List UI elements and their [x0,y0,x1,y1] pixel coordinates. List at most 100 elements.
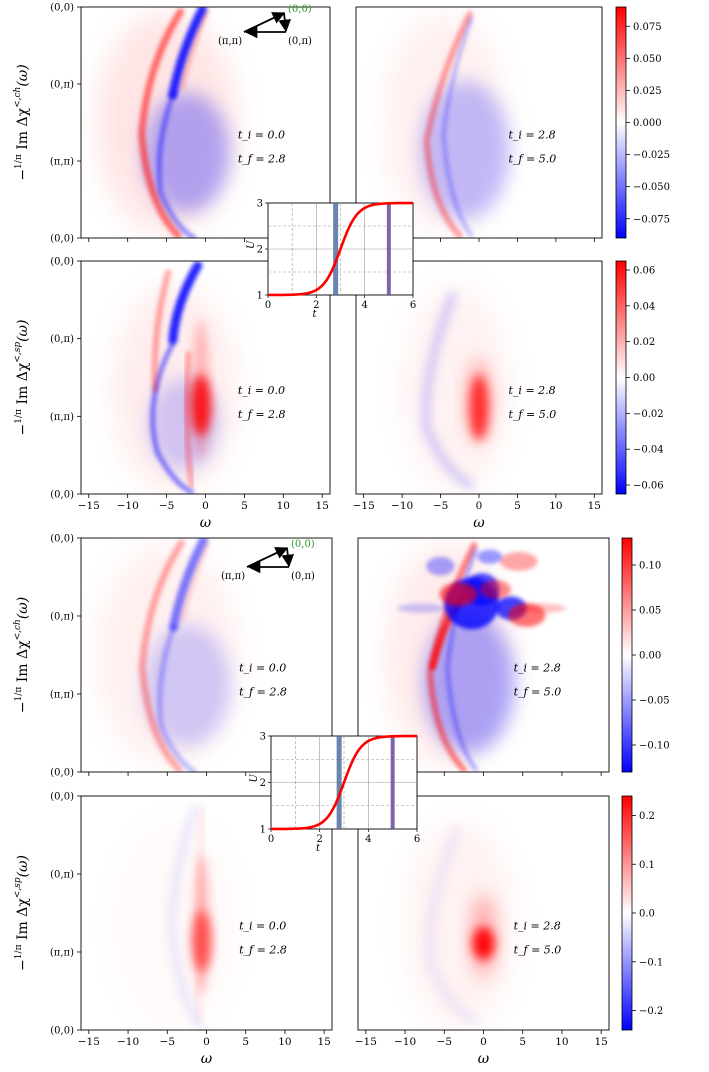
inset-x-tick-label: 6 [410,300,416,311]
annotation-t-initial: t_i = 2.8 [509,384,556,397]
inset-y-tick-label: 3 [257,199,263,210]
annotation-t-initial: t_i = 0.0 [239,661,286,674]
heat-blue-streak [168,261,203,345]
inset-label-diag: (π,π) [221,571,245,582]
svg-text:−1/π Im Δχ<,ch(ω): −1/π Im Δχ<,ch(ω) [13,597,31,713]
annotation-t-final: t_f = 2.8 [239,943,287,956]
panel-final: t_i = 2.8 t_f = 5.0 [357,537,610,776]
colorbar-tick-label: −0.10 [639,741,670,752]
heat-feature [397,603,445,613]
x-tick-label: 15 [316,500,329,512]
svg-text:−1/π Im Δχ<,ch(ω): −1/π Im Δχ<,ch(ω) [13,64,31,180]
heatmap-field [112,261,237,494]
colorbar: 0.10 0.05 0.00 −0.05 −0.10 [621,537,670,773]
svg-text:−1/π Im Δχ<,sp(ω): −1/π Im Δχ<,sp(ω) [13,855,31,971]
inset-label-corner: (0,π) [291,571,315,582]
heat-blue-arc [157,624,198,772]
heatmap-field [168,805,212,1030]
x-tick-label: 0 [202,500,209,512]
inset-x-tick-label: 2 [316,834,322,845]
heat-blue-arc [441,16,474,238]
inset-x-tick-label: 0 [268,834,274,845]
colorbar-tick-label: 0.00 [633,373,655,384]
heat-blue-lobe [420,80,510,220]
x-tick-label: −15 [78,1036,100,1048]
y-axis-label: −1/π Im Δχ<,ch(ω) [13,64,31,180]
svg-text:−1/π Im Δχ<,sp(ω): −1/π Im Δχ<,sp(ω) [13,320,31,436]
colorbar-tick-label: −0.05 [639,696,670,707]
colorbar-gradient [615,260,627,495]
y-tick-label: (0,π) [50,870,74,881]
heatmap-field [385,542,566,772]
inset-label-corner: (0,π) [288,36,312,47]
y-tick-label: (0,0) [50,257,74,268]
annotation-t-initial: t_i = 0.0 [239,919,286,932]
panel-final: t_i = 2.8 t_f = 5.0 [355,6,603,242]
colorbar-tick-label: 0.04 [633,301,655,312]
colorbar-tick-label: −0.1 [639,957,663,968]
colorbar-tick-label: 0.10 [639,561,661,572]
inset-x-tick-label: 4 [361,300,367,311]
colorbar-tick-label: 0.05 [639,606,661,617]
annotation-t-initial: t_i = 2.8 [514,919,561,932]
colorbar-tick-label: −0.2 [639,1006,663,1017]
annotation-t-initial: t_i = 2.8 [514,661,561,674]
heat-red-tail [180,9,210,90]
heat-blue-arc [425,827,479,1025]
colorbar: 0.2 0.1 0.0 −0.1 −0.2 [621,795,663,1031]
annotation-t-final: t_f = 2.8 [238,153,286,166]
annotation-t-final: t_f = 2.8 [239,685,287,698]
heat-blue-streak [168,7,207,100]
y-tick-label: (0,0) [50,792,74,803]
heatmap-field [96,7,237,238]
colorbar: 0.06 0.04 0.02 0.00 −0.02 −0.04 −0.06 [615,260,664,495]
annotation-t-initial: t_i = 0.0 [238,129,285,142]
y-tick-label: (π,π) [50,412,74,423]
arrow-down [281,547,295,568]
y-tick-label: (0,π) [50,612,74,623]
path-direction-inset: (0,0) (π,π) (0,π) [221,539,315,582]
colorbar-tick-label: −0.050 [633,182,670,193]
marker-t-final [390,736,395,829]
arrow-down [278,12,292,33]
heat-feature [518,603,566,613]
colorbar-tick-label: 0.2 [639,811,655,822]
annotation-t-initial: t_i = 0.0 [238,384,285,397]
heat-blue-streak [169,538,208,632]
x-tick-label: 10 [555,1036,568,1048]
u-ramp-inset: 0 2 4 6 1 2 3 t U [249,732,420,855]
panel-initial: t_i = 0.0 t_f = 2.8 [80,6,331,242]
y-tick-label: (0,π) [50,80,74,91]
annotation-t-final: t_f = 5.0 [514,943,562,956]
u-ramp-inset: 0 2 4 6 1 2 3 t U [246,199,416,321]
heat-red-glow [466,358,492,443]
inset-x-tick-label: 4 [365,834,371,845]
colorbar-tick-label: −0.06 [633,481,664,492]
x-tick-label: −10 [117,500,139,512]
heat-red-arc [423,10,473,238]
y-tick-label: (0,0) [50,1026,74,1037]
x-tick-label: 5 [514,500,521,512]
x-tick-label: −15 [78,500,100,512]
heat-haze [405,819,515,1030]
x-tick-label: 0 [480,1036,487,1048]
colorbar-gradient [621,537,633,773]
inset-y-tick-label: 3 [260,732,266,743]
colorbar-tick-label: −0.04 [633,445,664,456]
x-tick-label: −10 [117,1036,139,1048]
heatmap-row-3: t_i = 0.0 t_f = 2.8 t_i = 2.8 t_f = 5.0 (0,0… [13,534,670,779]
heat-red-glow [470,894,497,979]
x-tick-label: 10 [549,500,562,512]
inset-x-tick-label: 2 [313,300,319,311]
heatmap-field [405,798,515,1030]
annotation-t-initial: t_i = 2.8 [509,129,556,142]
x-tick-label: 15 [317,1036,330,1048]
heat-blue-arc [150,342,194,494]
heat-red-tail [180,540,211,622]
annotation-t-final: t_f = 2.8 [238,408,286,421]
x-axis-label: ω [473,515,485,531]
y-tick-label: (π,π) [50,690,74,701]
inset-y-tick-label: 1 [257,291,263,302]
heat-red-arc [138,8,185,238]
